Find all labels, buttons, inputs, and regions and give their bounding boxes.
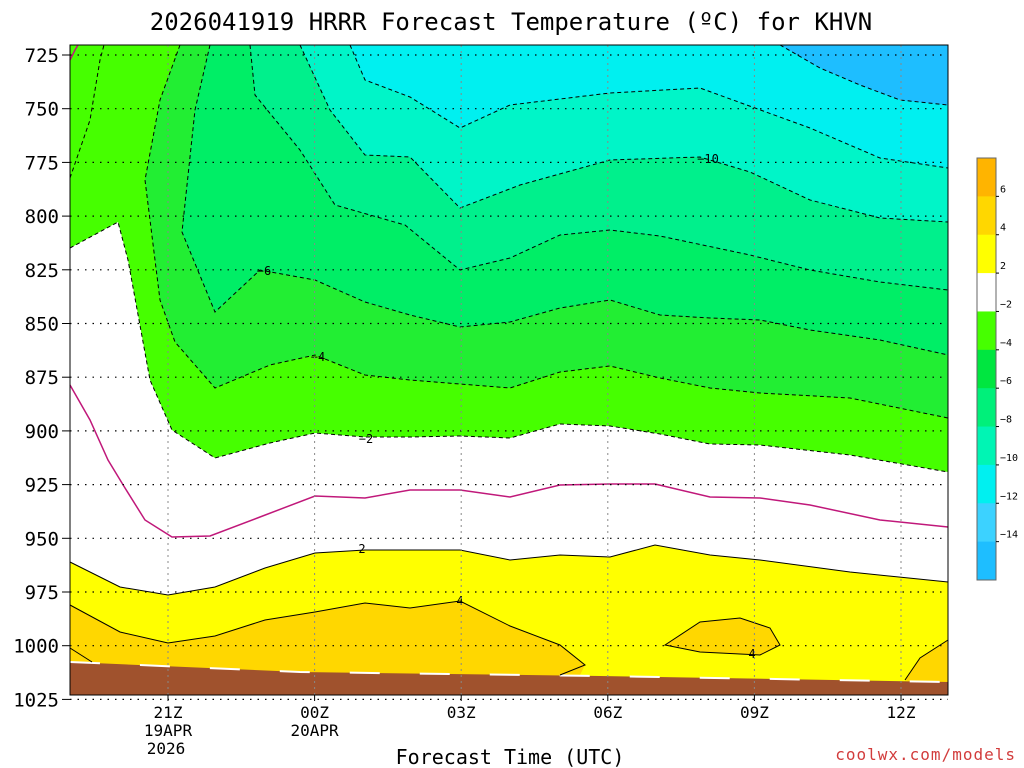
x-axis-label: Forecast Time (UTC) <box>396 745 625 768</box>
contour-label: 4 <box>748 647 755 661</box>
contour-plus2 <box>69 544 949 596</box>
colorbar-tick-label: −14 <box>1000 530 1018 541</box>
plot-area: −10 −6 −4 −2 2 4 4 <box>69 44 949 701</box>
band-minus14 <box>780 45 948 105</box>
x-tick-date: 19APR <box>144 721 193 740</box>
y-tick-label: 925 <box>25 475 59 497</box>
ground-surface <box>70 662 948 695</box>
y-tick-label: 975 <box>25 582 59 604</box>
grid-lines <box>70 45 948 701</box>
colorbar-tick-label: −8 <box>1000 415 1012 426</box>
colorbar-tick-label: −12 <box>1000 491 1018 502</box>
contour-minus8 <box>249 44 949 291</box>
colorbar-tick-label: −6 <box>1000 376 1012 387</box>
colorbar-swatch <box>977 541 996 581</box>
contour-label: −2 <box>359 432 373 446</box>
y-tick-label: 750 <box>25 99 59 121</box>
colorbar-tick-label: 4 <box>1000 223 1006 234</box>
colorbar-swatch <box>977 158 996 197</box>
colorbar-tick-label: 6 <box>1000 184 1006 195</box>
x-tick-label: 21Z <box>154 703 183 722</box>
contour-minus2 <box>69 44 949 473</box>
contour-minus6 <box>181 44 949 356</box>
colorbar-swatch <box>977 234 996 274</box>
x-tick-label: 09Z <box>740 703 769 722</box>
colorbar: 6 4 2 −2 −4 −6 −8 −10 −12 −14 <box>976 157 1018 581</box>
colorbar-swatch <box>977 464 996 504</box>
y-tick-label: 900 <box>25 421 59 443</box>
contour-label: −6 <box>257 264 271 278</box>
colorbar-swatch <box>977 273 996 312</box>
y-tick-label: 825 <box>25 260 59 282</box>
contour-label: 4 <box>456 594 463 608</box>
colorbar-swatch <box>977 349 996 389</box>
colorbar-tick-label: −10 <box>1000 453 1018 464</box>
colorbar-tick-label: −2 <box>1000 299 1012 310</box>
colorbar-tick-label: −4 <box>1000 338 1012 349</box>
y-axis: 725 750 775 800 825 850 875 900 925 950 975 1000 102… <box>13 45 70 711</box>
y-tick-label: 850 <box>25 314 59 336</box>
y-tick-label: 800 <box>25 206 59 228</box>
contour-plus6-left <box>69 647 93 663</box>
colorbar-tick-label: 2 <box>1000 261 1006 272</box>
contour-minus10 <box>299 44 949 223</box>
contour-minus14 <box>779 44 949 106</box>
y-tick-label: 875 <box>25 367 59 389</box>
x-tick-date: 20APR <box>291 721 340 740</box>
colorbar-swatch <box>977 503 996 543</box>
contour-zero <box>69 384 949 538</box>
colorbar-swatch <box>977 311 996 351</box>
ground-edge <box>69 661 949 683</box>
contour-label: 2 <box>358 542 365 556</box>
contour-plus4-left <box>69 600 586 676</box>
y-tick-label: 775 <box>25 152 59 174</box>
y-tick-label: 950 <box>25 528 59 550</box>
contour-label: −10 <box>697 152 719 166</box>
credit-text: coolwx.com/models <box>835 745 1016 764</box>
x-tick-label: 00Z <box>300 703 329 722</box>
contour-labels: −10 −6 −4 −2 2 4 4 <box>257 152 756 661</box>
contour-zero-top <box>69 44 79 61</box>
y-tick-label: 1025 <box>13 689 59 711</box>
y-tick-label: 725 <box>25 45 59 67</box>
contour-plus4-mid <box>663 617 781 656</box>
colorbar-swatch <box>977 426 996 466</box>
colorbar-swatch <box>977 388 996 428</box>
colorbar-frame <box>976 157 997 581</box>
plot-frame <box>69 44 949 696</box>
contour-plus4-right <box>904 639 949 681</box>
x-tick-label: 03Z <box>447 703 476 722</box>
y-tick-label: 1000 <box>13 636 59 658</box>
x-tick-label: 06Z <box>593 703 622 722</box>
contour-minus12 <box>349 44 949 169</box>
x-tick-year: 2026 <box>147 739 186 758</box>
colorbar-swatch <box>977 196 996 236</box>
contour-minus4 <box>144 44 949 419</box>
contour-label: −4 <box>311 350 325 364</box>
chart-title: 2026041919 HRRR Forecast Temperature (ºC… <box>150 8 872 36</box>
x-tick-label: 12Z <box>887 703 916 722</box>
